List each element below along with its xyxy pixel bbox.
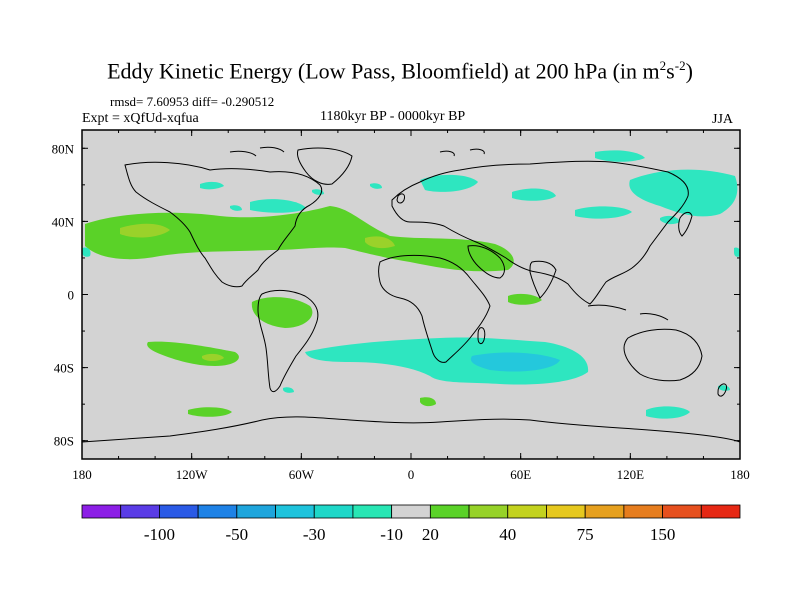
map-ticks <box>81 130 741 459</box>
contour-teal-greenland-east <box>370 183 382 189</box>
contour-teal-north-america <box>200 181 224 190</box>
contour-green-north-atlantic-band <box>85 206 514 272</box>
colorbar-label: 150 <box>650 525 676 544</box>
lat-tick-label: 80S <box>54 434 74 449</box>
coastline-madagascar <box>477 327 486 345</box>
coastline-south-america <box>257 289 319 393</box>
colorbar-swatch <box>197 504 238 519</box>
colorbar-swatch <box>468 504 509 519</box>
colorbar-label: -30 <box>303 525 326 544</box>
experiment-label: Expt = xQfUd-xqfua <box>82 111 199 126</box>
contour-teal-hudson <box>230 205 242 211</box>
lon-tick-label: 60W <box>289 467 315 482</box>
lon-tick-label: 120W <box>176 467 209 482</box>
lon-tick-label: 60E <box>510 467 531 482</box>
contour-lightgreen-south-pacific-core <box>202 353 224 361</box>
colorbar-swatch <box>236 504 276 519</box>
colorbar-label: 75 <box>577 525 594 544</box>
chart-title: Eddy Kinetic Energy (Low Pass, Bloomfiel… <box>107 58 693 84</box>
contour-cyan-southern-ocean-core <box>470 352 560 372</box>
colorbar-swatch <box>507 504 547 519</box>
period-label: 1180kyr BP - 0000kyr BP <box>320 109 466 124</box>
coastline-new-zealand <box>717 383 727 397</box>
contour-teal-dateline-east <box>734 247 740 257</box>
lon-tick-label: 0 <box>408 467 415 482</box>
colorbar-label: -50 <box>225 525 248 544</box>
coastlines <box>82 146 740 443</box>
contour-teal-north-atlantic <box>250 199 306 213</box>
colorbar-swatch <box>700 504 741 519</box>
colorbar-swatch <box>623 504 663 519</box>
colorbar-swatch <box>159 504 199 519</box>
colorbar-swatch <box>584 504 625 519</box>
colorbar-swatch <box>662 504 702 519</box>
season-label: JJA <box>712 112 734 127</box>
lat-tick-label: 40N <box>52 214 75 229</box>
coastline-antarctica <box>82 416 740 443</box>
contour-lightgreen-pacific-core <box>120 223 170 238</box>
map-tick-labels: 180 120W 60W 0 60E 120E 180 80N 40N 0 40S 80S <box>52 141 750 482</box>
colorbar-swatch <box>275 504 315 519</box>
colorbar-swatch <box>120 504 160 519</box>
coastline-north-america <box>124 161 323 288</box>
colorbar: -100 -50 -30 -10 20 40 75 150 <box>81 504 741 544</box>
lat-tick-label: 0 <box>68 288 75 303</box>
contour-teal-central-asia <box>512 188 556 201</box>
coastline-arabia <box>467 245 505 279</box>
lon-tick-label: 120E <box>617 467 645 482</box>
colorbar-swatch <box>81 504 122 519</box>
colorbar-swatch <box>546 504 586 519</box>
contour-green-indian-ocean-small <box>508 293 542 305</box>
colorbar-swatch <box>391 504 431 519</box>
coastline-eurasia <box>391 160 689 305</box>
stats-text: rmsd= 7.60953 diff= -0.290512 <box>110 94 275 109</box>
contour-green-south-indian <box>420 397 436 407</box>
coastline-australia <box>623 328 703 382</box>
colorbar-swatch <box>313 504 354 519</box>
contour-teal-southern-south-america <box>283 387 294 393</box>
lon-tick-label: 180 <box>72 467 92 482</box>
contour-lightgreen-atlantic-core <box>365 236 395 249</box>
contour-teal-arctic-east <box>595 150 645 162</box>
contour-teal-siberia <box>575 206 632 219</box>
coastline-arctic-islands <box>229 146 485 157</box>
contour-teal-australia-south <box>646 406 690 419</box>
contour-green-south-atlantic <box>188 407 232 417</box>
colorbar-label: 40 <box>499 525 516 544</box>
contour-teal-dateline-west <box>82 247 91 257</box>
colorbar-swatch <box>429 504 470 519</box>
coastline-british-isles <box>396 193 405 204</box>
lon-tick-label: 180 <box>730 467 750 482</box>
contour-teal-north-europe <box>420 174 478 192</box>
coastline-africa <box>378 254 491 363</box>
coastline-greenland <box>297 147 353 185</box>
coastline-japan <box>678 211 693 237</box>
lat-tick-label: 40S <box>54 361 74 376</box>
coastline-indonesia <box>587 304 669 321</box>
colorbar-label: -100 <box>144 525 175 544</box>
coastline-india <box>529 260 557 299</box>
colorbar-label: -10 <box>380 525 403 544</box>
colorbar-label: 20 <box>422 525 439 544</box>
contour-green-east-pacific <box>251 297 313 328</box>
contour-teal-north-pacific <box>629 169 738 217</box>
colorbar-swatch <box>352 504 393 519</box>
lat-tick-label: 80N <box>52 141 75 156</box>
